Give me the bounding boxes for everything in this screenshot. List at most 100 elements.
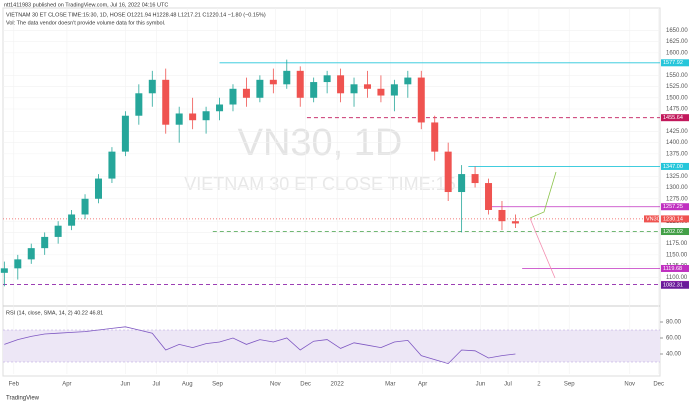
symbol-tag: VN30 bbox=[646, 216, 660, 222]
candle-body bbox=[377, 88, 385, 96]
level-label-box bbox=[661, 59, 689, 67]
candle-body bbox=[41, 236, 49, 249]
candle-body bbox=[121, 115, 129, 152]
candle-body bbox=[108, 151, 116, 179]
x-tick-label: 2 bbox=[537, 382, 541, 388]
level-label: 1455.64 bbox=[663, 115, 683, 121]
candle-body bbox=[471, 174, 479, 184]
y-tick-label: 1325.00 bbox=[666, 174, 688, 180]
y-tick-label: 1550.00 bbox=[666, 73, 688, 79]
publisher-line: ntt1411983 published on TradingView.com,… bbox=[4, 2, 168, 8]
candle-body bbox=[175, 113, 183, 125]
candle-body bbox=[148, 79, 156, 94]
x-tick-label: Feb bbox=[9, 382, 20, 388]
x-tick-label: Jul bbox=[152, 382, 160, 388]
level-label: 1347.00 bbox=[663, 164, 683, 170]
candle-body bbox=[0, 268, 8, 273]
level-label-box bbox=[661, 264, 689, 272]
y-tick-label: 1650.00 bbox=[666, 28, 688, 34]
candle-body bbox=[27, 248, 35, 260]
candle-body bbox=[323, 75, 331, 83]
candle-body bbox=[431, 122, 439, 152]
rsi-tick-label: 40.00 bbox=[666, 352, 682, 358]
candle-body bbox=[189, 113, 197, 121]
x-tick-label: Sep bbox=[564, 382, 575, 388]
candle-body bbox=[94, 178, 102, 199]
level-label: 1202.02 bbox=[663, 229, 683, 235]
y-tick-label: 1100.00 bbox=[666, 275, 688, 281]
candle-body bbox=[498, 209, 506, 222]
rsi-tick-label: 60.00 bbox=[666, 336, 682, 342]
y-tick-label: 1150.00 bbox=[666, 252, 688, 258]
x-tick-label: 2022 bbox=[331, 382, 345, 388]
projection-up bbox=[529, 171, 557, 219]
plot-frame bbox=[2, 7, 661, 377]
footer-logo: TradingView bbox=[6, 396, 40, 402]
x-tick-label: Sep bbox=[212, 382, 223, 388]
rsi-title: RSI (14, close, SMA, 14, 2) 40.22 46.81 bbox=[6, 310, 103, 316]
y-tick-label: 1400.00 bbox=[666, 140, 688, 146]
watermark-name: VIETNAM 30 ET CLOSE TIME:15 bbox=[184, 174, 455, 194]
candle-body bbox=[390, 84, 398, 96]
level-label-box bbox=[661, 162, 689, 170]
candle-body bbox=[350, 84, 358, 94]
x-tick-label: Nov bbox=[270, 382, 281, 388]
level-label-box bbox=[661, 281, 689, 289]
y-tick-label: 1475.00 bbox=[666, 107, 688, 113]
candle-body bbox=[404, 77, 412, 85]
level-label-box bbox=[661, 203, 689, 211]
x-tick-label: Dec bbox=[300, 382, 311, 388]
y-tick-label: 1600.00 bbox=[666, 50, 688, 56]
x-tick-label: Apr bbox=[418, 382, 427, 388]
candle-body bbox=[296, 70, 304, 98]
candle-body bbox=[511, 221, 519, 224]
x-tick-label: Nov bbox=[624, 382, 635, 388]
candle-body bbox=[269, 79, 277, 85]
x-tick-label: Dec bbox=[653, 382, 664, 388]
candle-body bbox=[363, 84, 371, 89]
candle-body bbox=[283, 70, 291, 85]
candle-body bbox=[81, 198, 89, 215]
candle-body bbox=[337, 75, 345, 94]
candle-body bbox=[202, 111, 210, 121]
rsi-band bbox=[3, 330, 660, 362]
candle-body bbox=[458, 174, 466, 193]
level-label-box bbox=[661, 228, 689, 236]
x-tick-label: Jul bbox=[504, 382, 512, 388]
rsi-tick-label: 80.00 bbox=[666, 320, 682, 326]
watermark-symbol: VN30, 1D bbox=[238, 122, 403, 164]
level-label: 1119.68 bbox=[663, 266, 682, 272]
y-tick-label: 1375.00 bbox=[666, 151, 688, 157]
level-label: 1257.25 bbox=[663, 204, 683, 210]
projection-down bbox=[529, 217, 556, 279]
x-tick-label: Mar bbox=[385, 382, 395, 388]
volume-note: Vol: The data vendor doesn't provide vol… bbox=[6, 20, 166, 26]
level-label-box bbox=[661, 114, 689, 122]
candle-body bbox=[54, 225, 62, 237]
y-tick-label: 1425.00 bbox=[666, 129, 688, 135]
x-tick-label: Jun bbox=[121, 382, 131, 388]
level-label: 1577.92 bbox=[663, 60, 683, 66]
x-tick-label: Jun bbox=[476, 382, 486, 388]
symbol-tag-box bbox=[644, 215, 659, 223]
candle-body bbox=[417, 77, 425, 123]
candle-body bbox=[229, 88, 237, 105]
y-tick-label: 1300.00 bbox=[666, 185, 688, 191]
y-tick-label: 1500.00 bbox=[666, 95, 688, 101]
y-tick-label: 1525.00 bbox=[666, 84, 688, 90]
level-label-box bbox=[661, 215, 689, 223]
level-label: 1230.14 bbox=[663, 216, 683, 222]
candle-body bbox=[68, 214, 76, 226]
y-tick-label: 1275.00 bbox=[666, 196, 688, 202]
candle-body bbox=[135, 93, 143, 116]
candle-body bbox=[444, 151, 452, 193]
candle-body bbox=[242, 88, 250, 98]
y-tick-label: 1625.00 bbox=[666, 39, 688, 45]
candle-body bbox=[485, 183, 493, 210]
y-tick-label: 1175.00 bbox=[666, 241, 688, 247]
candle-body bbox=[216, 104, 224, 112]
symbol-line: VIETNAM 30 ET CLOSE TIME:15:30, 1D, HOSE… bbox=[6, 12, 266, 18]
candle-body bbox=[14, 259, 22, 269]
x-tick-label: Apr bbox=[62, 382, 71, 388]
